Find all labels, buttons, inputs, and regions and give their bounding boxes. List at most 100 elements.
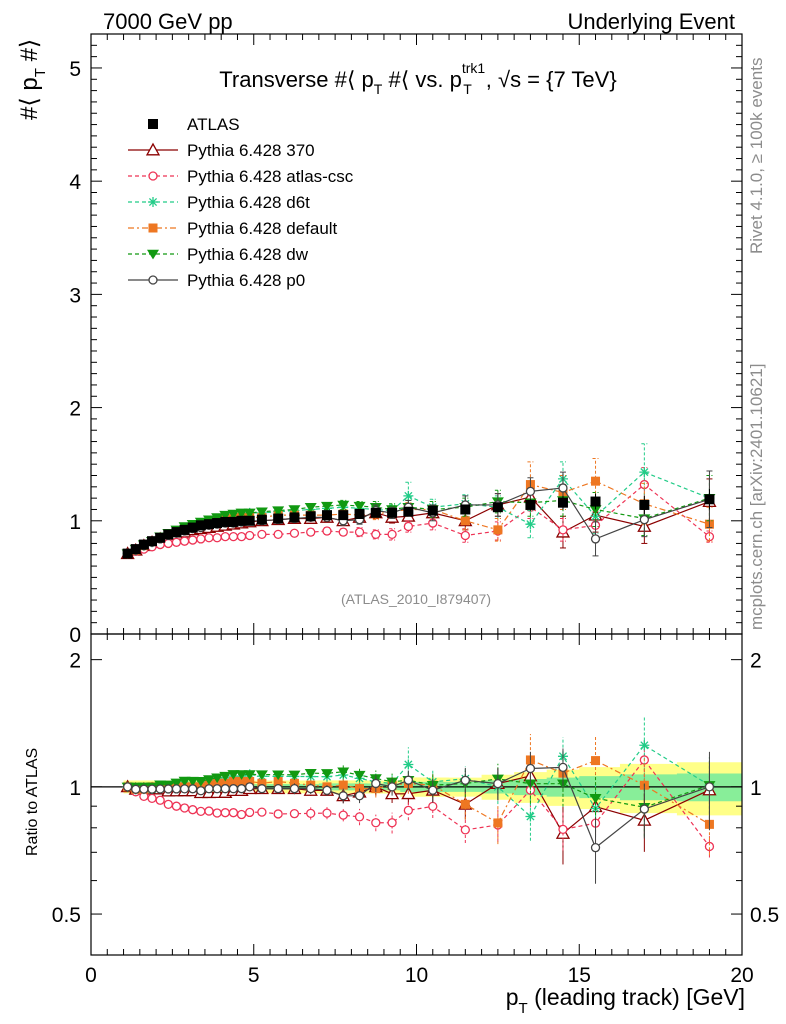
ratio-point bbox=[243, 770, 256, 780]
data-point bbox=[525, 519, 536, 530]
ratio-point bbox=[155, 795, 165, 805]
data-point bbox=[256, 514, 267, 525]
ratio-point bbox=[178, 776, 191, 787]
legend-marker bbox=[148, 275, 158, 285]
ratio-point bbox=[387, 818, 397, 828]
ratio-point bbox=[139, 784, 149, 794]
ratio-point bbox=[220, 808, 230, 818]
legend-marker bbox=[148, 171, 158, 181]
ratio-point bbox=[188, 784, 198, 794]
ratio-point bbox=[354, 812, 365, 822]
ratio-point bbox=[212, 808, 222, 818]
ratio-point bbox=[403, 775, 414, 785]
data-point bbox=[179, 524, 190, 535]
data-point bbox=[403, 521, 414, 532]
data-point bbox=[245, 530, 255, 541]
ratio-point bbox=[493, 818, 503, 828]
data-point bbox=[273, 513, 284, 524]
ratio-point bbox=[273, 809, 283, 819]
data-point bbox=[306, 527, 316, 537]
series-5-ratio bbox=[122, 748, 715, 884]
ratio-point bbox=[322, 785, 332, 796]
data-point bbox=[195, 520, 206, 531]
data-point bbox=[179, 536, 190, 546]
data-point bbox=[236, 515, 247, 526]
data-point bbox=[338, 527, 348, 537]
ratio-y-tick-label-right: 2 bbox=[750, 650, 762, 673]
data-point bbox=[321, 510, 332, 521]
ratio-point bbox=[236, 809, 247, 820]
ratio-point bbox=[337, 767, 350, 778]
ratio-point bbox=[590, 843, 601, 853]
legend-label: Pythia 6.428 default bbox=[187, 219, 338, 238]
data-point bbox=[235, 508, 248, 519]
data-point bbox=[220, 531, 230, 542]
ratio-point bbox=[403, 805, 414, 816]
ratio-point bbox=[204, 806, 214, 816]
ratio-point bbox=[525, 763, 536, 774]
rivet-version-label: Rivet 4.1.0, ≥ 100k events bbox=[747, 58, 766, 254]
data-point bbox=[371, 529, 381, 540]
ratio-point bbox=[227, 770, 240, 780]
ratio-point bbox=[147, 784, 157, 794]
legend-item: Pythia 6.428 370 bbox=[128, 141, 315, 160]
ratio-point bbox=[273, 777, 283, 787]
data-point bbox=[155, 532, 166, 543]
legend-label: Pythia 6.428 370 bbox=[187, 141, 315, 160]
ratio-point bbox=[591, 756, 601, 766]
ratio-point bbox=[257, 807, 267, 817]
legend-marker bbox=[145, 142, 161, 156]
ratio-point bbox=[202, 775, 215, 785]
data-point bbox=[289, 528, 300, 538]
ratio-point bbox=[460, 825, 470, 835]
data-point bbox=[163, 538, 173, 549]
ratio-point bbox=[179, 803, 190, 813]
ratio-point bbox=[219, 771, 232, 782]
ratio-y-tick-label-right: 1 bbox=[750, 777, 762, 800]
data-point bbox=[288, 505, 301, 515]
ratio-point bbox=[179, 784, 190, 794]
ratio-point bbox=[245, 782, 255, 792]
data-point bbox=[354, 509, 365, 519]
data-point bbox=[187, 522, 198, 533]
ratio-point bbox=[147, 793, 157, 804]
data-point bbox=[460, 530, 470, 541]
ratio-point bbox=[558, 762, 568, 773]
data-point bbox=[257, 529, 267, 540]
legend-label: Pythia 6.428 atlas-csc bbox=[187, 167, 354, 186]
data-point bbox=[590, 496, 601, 507]
data-point bbox=[591, 476, 601, 486]
data-point bbox=[639, 515, 649, 525]
header-energy-label: 7000 GeV pp bbox=[103, 9, 233, 34]
ratio-point bbox=[288, 770, 301, 781]
data-point bbox=[704, 494, 715, 505]
y-axis-label-main: #⟨ pT #⟩ bbox=[16, 39, 49, 120]
ratio-point bbox=[155, 784, 165, 794]
data-point bbox=[493, 525, 503, 535]
legend-item: Pythia 6.428 atlas-csc bbox=[128, 167, 354, 186]
ratio-point bbox=[228, 808, 239, 818]
ratio-point bbox=[273, 784, 283, 794]
legend-item: ATLAS bbox=[148, 115, 240, 134]
data-point bbox=[204, 533, 214, 543]
legend-label: Pythia 6.428 dw bbox=[187, 245, 309, 264]
header-process-label: Underlying Event bbox=[567, 9, 735, 34]
ratio-point bbox=[257, 778, 267, 788]
data-point bbox=[163, 529, 174, 540]
data-point bbox=[639, 467, 650, 478]
data-point bbox=[590, 534, 601, 544]
data-point bbox=[122, 548, 133, 559]
ratio-point bbox=[228, 776, 238, 786]
data-point bbox=[227, 509, 240, 520]
data-point bbox=[353, 501, 366, 512]
data-point bbox=[320, 501, 333, 512]
data-point bbox=[322, 526, 332, 536]
data-point bbox=[130, 544, 141, 555]
series-ratio-line bbox=[127, 771, 710, 808]
ratio-point bbox=[245, 807, 255, 818]
ratio-point bbox=[428, 785, 438, 795]
ratio-point bbox=[194, 777, 207, 787]
ratio-y-tick-label-left: 1 bbox=[69, 777, 81, 800]
data-point bbox=[138, 539, 149, 550]
x-tick-label: 0 bbox=[85, 964, 97, 987]
